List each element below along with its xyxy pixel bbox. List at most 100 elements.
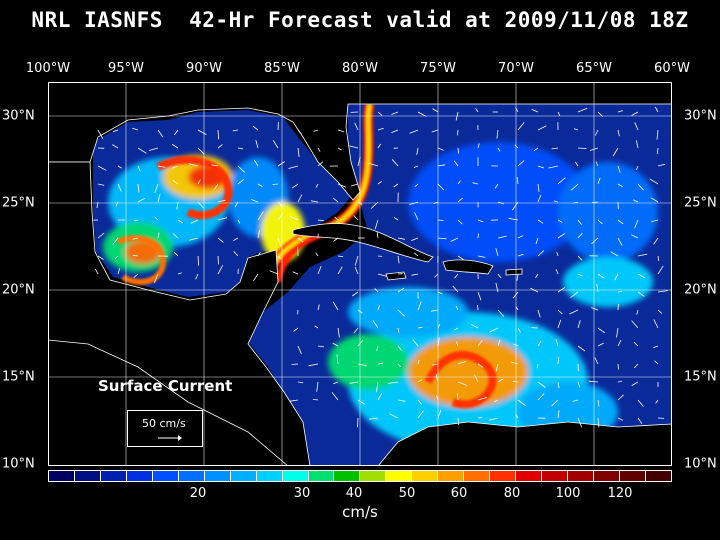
current-vector: [631, 234, 639, 239]
colorbar-segment: [464, 471, 491, 481]
landmasses: [48, 82, 672, 466]
latitude-label-right: 25°N: [684, 195, 717, 211]
current-vector: [457, 393, 459, 401]
current-vector: [477, 143, 480, 149]
current-vector: [257, 251, 261, 257]
current-vector: [531, 109, 539, 113]
current-vector: [414, 212, 419, 221]
current-vector: [377, 180, 382, 185]
current-vector: [253, 159, 259, 167]
colorbar-segment: [334, 471, 361, 481]
current-vectors: [93, 106, 668, 428]
current-vector: [154, 183, 159, 194]
current-vector: [354, 266, 359, 275]
latitude-label-left: 10°N: [2, 456, 35, 472]
current-vector: [117, 268, 121, 275]
current-vector: [537, 381, 546, 388]
current-vector: [272, 139, 279, 149]
current-vector: [217, 144, 223, 149]
current-vector: [393, 216, 399, 221]
current-vector: [597, 342, 604, 347]
current-vector: [430, 309, 439, 312]
current-vector: [494, 183, 499, 189]
longitude-label: 65°W: [576, 61, 612, 76]
current-vector: [217, 199, 226, 203]
current-vector: [97, 183, 105, 186]
current-vector: [297, 147, 300, 157]
longitude-label: 70°W: [498, 61, 534, 76]
current-vector: [637, 273, 645, 278]
current-vector: [217, 129, 220, 140]
current-vector: [537, 165, 545, 169]
current-vector: [557, 219, 563, 223]
current-vector: [553, 200, 559, 203]
current-vector: [317, 219, 324, 222]
current-vector: [154, 273, 159, 283]
current-vector: [475, 108, 479, 113]
current-vector: [555, 269, 559, 275]
current-vector: [548, 165, 559, 169]
current-vector: [297, 194, 303, 203]
current-vector: [457, 147, 460, 154]
current-vector: [637, 253, 648, 257]
current-vector: [577, 381, 581, 388]
current-map[interactable]: [48, 82, 672, 466]
current-vector: [515, 414, 519, 419]
current-vector: [591, 307, 599, 311]
current-vector: [591, 237, 599, 245]
colorbar-segment: [152, 471, 179, 481]
current-vector: [570, 291, 579, 298]
current-vector: [537, 250, 545, 257]
current-vector: [497, 201, 504, 205]
current-vector: [234, 201, 239, 208]
longitude-label: 90°W: [186, 61, 222, 76]
current-vector: [313, 129, 319, 132]
current-vector: [172, 165, 179, 169]
current-vector: [414, 183, 419, 188]
current-vector: [417, 326, 423, 329]
current-vector: [350, 183, 359, 187]
current-vector: [214, 183, 219, 190]
current-vector: [317, 147, 321, 152]
current-vector: [173, 251, 179, 257]
current-vector: [557, 381, 560, 389]
current-vector: [288, 165, 299, 169]
current-vector: [197, 147, 205, 155]
current-vector: [569, 309, 579, 315]
current-vector: [197, 129, 207, 135]
colorbar-segment: [490, 471, 517, 481]
current-vector: [457, 180, 461, 185]
current-vector: [617, 110, 624, 113]
current-vector: [496, 129, 499, 139]
current-vector: [535, 237, 539, 245]
current-vector: [332, 197, 339, 203]
current-vector: [517, 399, 526, 407]
current-vector: [557, 410, 560, 419]
current-vector: [369, 417, 379, 420]
longitude-label: 75°W: [420, 61, 456, 76]
current-vector: [537, 125, 547, 131]
current-vector: [434, 273, 439, 278]
current-vector: [497, 235, 507, 239]
current-vector: [557, 287, 566, 293]
current-vector: [349, 145, 359, 149]
current-vector: [252, 125, 259, 131]
current-vector: [437, 219, 444, 221]
current-vector: [257, 211, 264, 221]
latitude-label-right: 20°N: [684, 282, 717, 298]
current-vector: [388, 381, 399, 384]
current-vector: [416, 147, 419, 155]
current-vector: [389, 413, 399, 419]
current-vector: [512, 201, 519, 211]
current-vector: [297, 345, 302, 354]
current-vector: [431, 129, 439, 133]
current-vector: [457, 255, 465, 261]
current-vector: [148, 147, 159, 151]
current-vector: [417, 301, 422, 311]
current-vector: [315, 252, 319, 257]
map-frame: [48, 82, 672, 466]
colorbar-tick-label: 20: [189, 486, 207, 501]
current-vector: [455, 341, 459, 347]
current-vector: [157, 129, 164, 138]
current-vector: [653, 345, 659, 349]
